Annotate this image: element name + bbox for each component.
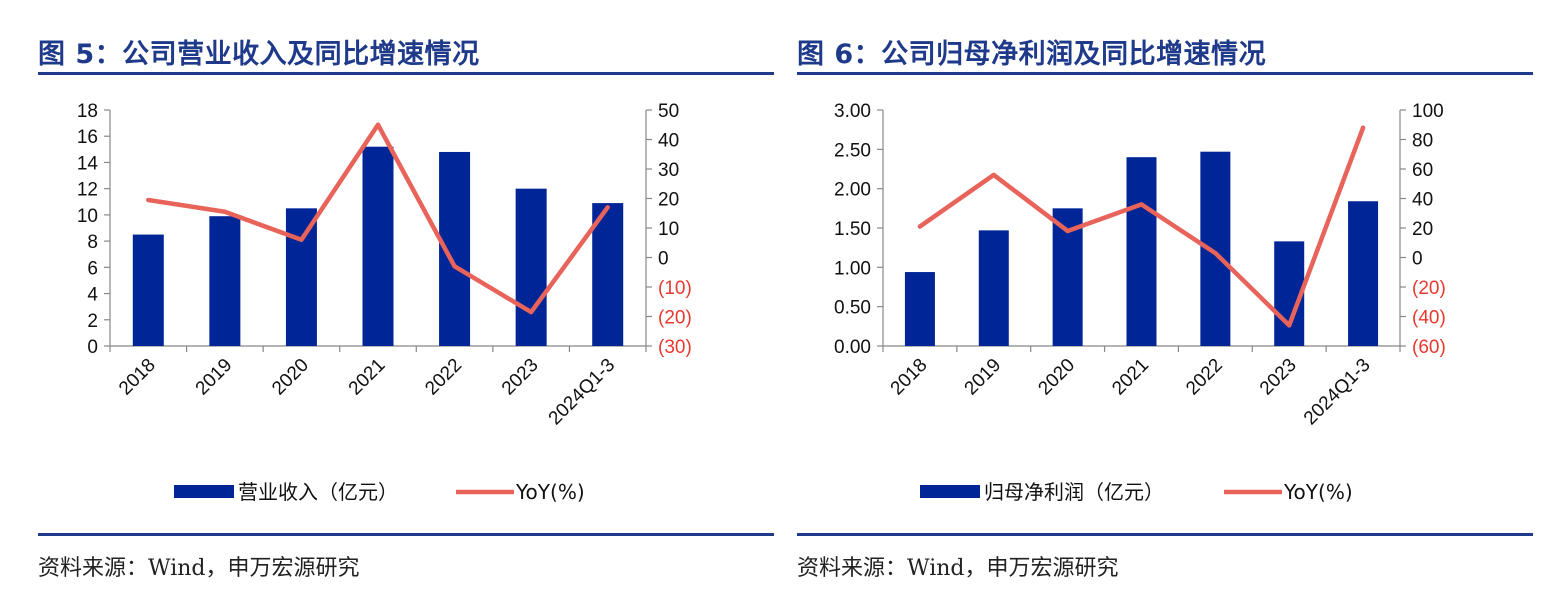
net-profit-chart: 0.00 0.50 1.00 1.50 2.00 2.50 3.00 (60) (40) (20)… — [834, 101, 1446, 504]
right-tick-label: (20) — [1412, 278, 1446, 299]
bar — [592, 203, 624, 346]
yoy-point — [376, 122, 380, 127]
right-tick-label: 0 — [1412, 249, 1423, 270]
left-tick-label: 12 — [77, 180, 98, 201]
yoy-point — [1139, 202, 1144, 207]
right-tick-label: (20) — [658, 308, 692, 329]
bar — [362, 146, 394, 346]
left-tick-label: 1.00 — [834, 258, 871, 279]
yoy-point — [1213, 251, 1218, 256]
legend-bar-swatch — [920, 485, 980, 498]
left-tick-label: 2.00 — [834, 180, 871, 201]
left-tick-label: 2 — [87, 311, 98, 332]
yoy-point — [299, 237, 304, 242]
right-tick-label: 40 — [658, 131, 679, 152]
x-tick-label: 2023 — [498, 355, 543, 400]
yoy-point — [529, 310, 534, 315]
left-tick-label: 0.50 — [834, 298, 871, 319]
right-tick-label: (10) — [658, 278, 692, 299]
figure-title: 图 6：公司归母净利润及同比增速情况 — [797, 39, 1267, 70]
yoy-point — [1065, 228, 1070, 233]
legend-bar-label: 归母净利润（亿元） — [984, 480, 1164, 504]
title-rule — [797, 72, 1533, 75]
left-tick-label: 0 — [87, 337, 98, 358]
x-tick-label: 2024Q1-3 — [1300, 355, 1375, 430]
right-tick-label: 0 — [658, 249, 669, 270]
right-tick-label: 30 — [658, 160, 679, 181]
left-tick-label: 0.00 — [834, 337, 871, 358]
x-tick-label: 2019 — [192, 355, 237, 400]
yoy-point — [146, 197, 151, 202]
bar — [132, 234, 164, 346]
right-tick-label: 20 — [658, 190, 679, 211]
chart-panel-revenue: 图 5：公司营业收入及同比增速情况 0 2 4 6 8 10 12 14 16 18 (30) (20… — [38, 0, 774, 597]
left-tick-label: 18 — [77, 101, 98, 122]
legend-line-label: YoY(%) — [515, 480, 585, 504]
x-tick-label: 2019 — [961, 355, 1006, 400]
bar — [1348, 201, 1379, 346]
right-tick-label: (40) — [1412, 308, 1446, 329]
x-tick-label: 2020 — [268, 355, 313, 400]
footer-rule — [38, 533, 774, 536]
x-tick-label: 2022 — [1182, 355, 1227, 400]
left-tick-label: 16 — [77, 127, 98, 148]
bar — [285, 208, 317, 346]
right-tick-label: (60) — [1412, 337, 1446, 358]
x-tick-label: 2018 — [887, 355, 932, 400]
source-note: 资料来源：Wind，申万宏源研究 — [797, 556, 1119, 581]
left-tick-label: 1.50 — [834, 219, 871, 240]
yoy-point — [452, 264, 457, 269]
right-tick-label: 10 — [658, 219, 679, 240]
left-tick-label: 4 — [87, 285, 98, 306]
right-tick-label: (30) — [658, 337, 692, 358]
x-tick-label: 2024Q1-3 — [545, 355, 620, 430]
x-tick-label: 2021 — [345, 355, 390, 400]
x-tick-label: 2022 — [421, 355, 466, 400]
x-tick-label: 2018 — [115, 355, 160, 400]
legend-line-label: YoY(%) — [1283, 480, 1353, 504]
right-tick-label: 60 — [1412, 160, 1433, 181]
left-tick-label: 8 — [87, 232, 98, 253]
bar — [978, 230, 1009, 346]
x-tick-label: 2021 — [1108, 355, 1153, 400]
chart-panel-net-profit: 图 6：公司归母净利润及同比增速情况 0.00 0.50 1.00 1.50 2.00 2… — [797, 0, 1533, 597]
bar — [1126, 157, 1157, 346]
yoy-point — [1361, 125, 1366, 130]
right-tick-label: 80 — [1412, 131, 1433, 152]
yoy-point — [605, 205, 610, 210]
bar — [209, 216, 241, 346]
x-tick-label: 2020 — [1034, 355, 1079, 400]
left-tick-label: 2.50 — [834, 140, 871, 161]
title-rule — [38, 72, 774, 75]
left-tick-label: 3.00 — [834, 101, 871, 122]
legend-bar-label: 营业收入（亿元） — [238, 480, 398, 504]
right-tick-label: 50 — [658, 101, 679, 122]
left-tick-label: 6 — [87, 258, 98, 279]
yoy-point — [917, 224, 922, 229]
right-tick-label: 20 — [1412, 219, 1433, 240]
legend-bar-swatch — [174, 485, 234, 498]
revenue-chart: 0 2 4 6 8 10 12 14 16 18 (30) (20) (10) 0 10 20 30 40 50 20… — [77, 101, 692, 504]
right-tick-label: 40 — [1412, 190, 1433, 211]
bar — [904, 272, 935, 346]
yoy-point — [1287, 323, 1292, 328]
left-tick-label: 10 — [77, 206, 98, 227]
figure-title: 图 5：公司营业收入及同比增速情况 — [38, 39, 480, 70]
right-tick-label: 100 — [1412, 101, 1444, 122]
footer-rule — [797, 533, 1533, 536]
source-note: 资料来源：Wind，申万宏源研究 — [38, 556, 360, 581]
x-tick-label: 2023 — [1256, 355, 1301, 400]
bar — [515, 188, 547, 346]
yoy-point — [222, 209, 227, 214]
left-tick-label: 14 — [77, 153, 99, 174]
yoy-point — [991, 172, 996, 177]
